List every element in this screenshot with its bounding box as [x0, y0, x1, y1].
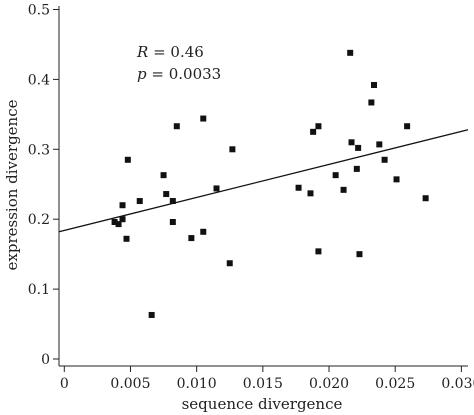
y-tick-label: 0.4	[28, 72, 50, 88]
axes	[58, 6, 468, 367]
data-point	[381, 156, 388, 163]
data-point	[348, 139, 355, 146]
data-point	[213, 185, 220, 192]
data-point	[315, 123, 322, 130]
data-point	[169, 198, 176, 205]
p-symbol: p	[137, 65, 147, 83]
y-ticks: 0 0.1 0.2 0.3 0.4 0.5	[28, 2, 59, 368]
data-point	[353, 165, 360, 172]
data-point	[422, 195, 429, 202]
y-tick-label: 0.5	[28, 2, 50, 18]
data-point	[160, 172, 167, 179]
data-point	[347, 49, 354, 56]
data-point	[136, 198, 143, 205]
x-tick-label: 0.025	[375, 376, 415, 392]
y-tick-label: 0	[41, 352, 50, 368]
data-point	[356, 251, 363, 258]
data-point	[124, 156, 131, 163]
data-point	[332, 172, 339, 179]
data-points	[111, 49, 429, 318]
p-value-annotation: p = 0.0033	[137, 65, 221, 83]
data-point	[163, 191, 170, 198]
data-point	[173, 123, 180, 130]
x-ticks: 0 0.005 0.010 0.015 0.020 0.025 0.030	[60, 366, 474, 392]
data-point	[169, 219, 176, 225]
x-tick-label: 0.005	[110, 376, 150, 392]
data-point	[310, 128, 317, 135]
data-point	[123, 235, 130, 242]
data-point	[295, 184, 302, 191]
y-tick-label: 0.1	[28, 282, 50, 298]
data-point	[226, 260, 233, 267]
data-point	[371, 81, 378, 88]
x-tick-label: 0.010	[177, 376, 217, 392]
data-point	[188, 235, 195, 242]
data-point	[200, 228, 207, 235]
trend-line	[58, 129, 469, 233]
data-point	[376, 141, 383, 148]
x-tick-label: 0.015	[243, 376, 283, 392]
p-value: = 0.0033	[147, 65, 222, 83]
correlation-annotation: R = 0.46	[136, 43, 204, 61]
data-point	[111, 219, 118, 225]
data-point	[355, 144, 362, 151]
data-point	[307, 190, 314, 197]
r-symbol: R	[136, 43, 148, 61]
y-tick-label: 0.3	[28, 142, 50, 158]
data-point	[200, 115, 207, 122]
data-point	[119, 216, 126, 223]
data-point	[115, 221, 122, 228]
data-point	[119, 202, 126, 209]
data-point	[315, 248, 322, 255]
x-tick-label: 0.030	[441, 376, 474, 392]
r-value: = 0.46	[148, 43, 204, 61]
x-axis-title: sequence divergence	[182, 395, 343, 413]
data-point	[148, 311, 155, 318]
data-point	[393, 176, 400, 183]
data-point	[368, 99, 375, 106]
data-point	[404, 123, 411, 130]
x-tick-label: 0	[60, 376, 69, 392]
y-axis-title: expression divergence	[3, 99, 21, 270]
y-tick-label: 0.2	[28, 212, 50, 228]
data-point	[229, 146, 236, 153]
x-tick-label: 0.020	[309, 376, 349, 392]
data-point	[340, 186, 347, 193]
